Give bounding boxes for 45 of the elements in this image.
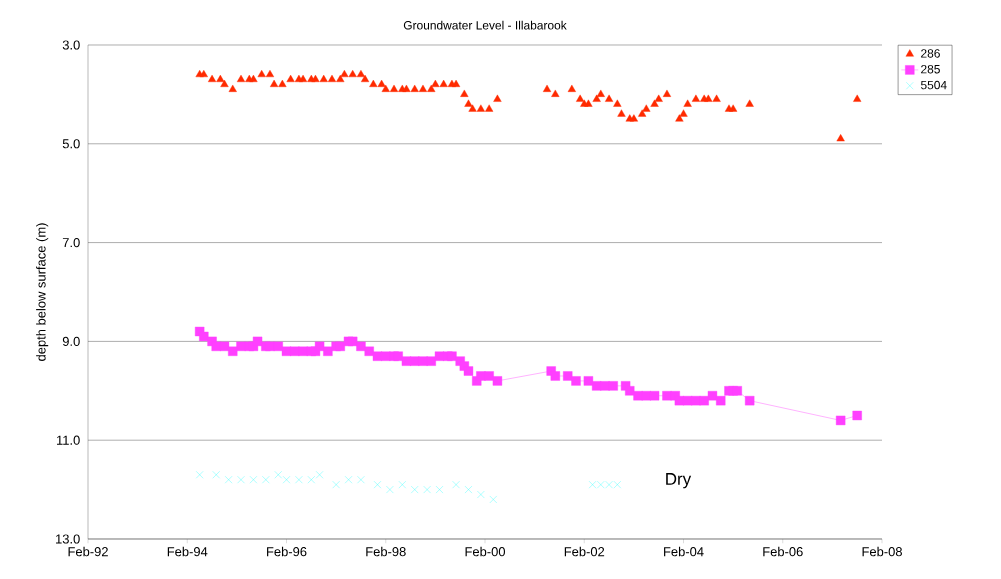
point <box>332 480 340 489</box>
annotation: Dry <box>666 473 692 489</box>
y-tick-label: 11.0 <box>56 435 80 445</box>
y-tick-label: 5.0 <box>62 139 80 149</box>
x-tick-label: Feb-04 <box>664 546 704 557</box>
point <box>249 475 258 484</box>
point <box>435 485 444 494</box>
x-tick-label: Feb-92 <box>68 546 108 557</box>
point <box>237 475 245 484</box>
chart-title: Groundwater Level - Illabarook <box>403 20 567 30</box>
point <box>373 480 382 489</box>
y-tick-label: 13.0 <box>56 534 80 544</box>
point <box>357 475 365 484</box>
x-tick-label: Feb-06 <box>763 546 803 557</box>
point <box>410 485 419 494</box>
y-tick-label: 7.0 <box>62 238 80 248</box>
x-tick-label: Feb-00 <box>465 546 506 557</box>
point <box>262 475 270 484</box>
x-tick-label: Feb-02 <box>564 546 605 557</box>
point <box>477 490 485 499</box>
x-tick-label: Feb-08 <box>862 546 902 557</box>
legend-label: 5504 <box>920 80 947 90</box>
x-tick-label: Feb-94 <box>167 546 208 557</box>
point <box>307 475 316 484</box>
point <box>344 475 353 484</box>
point <box>282 475 291 484</box>
x-tick-label: Feb-98 <box>366 546 406 557</box>
x-tick-label: Feb-96 <box>267 546 307 557</box>
legend-label: 286 <box>921 49 940 58</box>
legend-label: 285 <box>921 65 940 74</box>
point <box>212 471 220 479</box>
y-axis-title: depth below surface (m) <box>36 223 49 361</box>
point <box>386 485 394 494</box>
point <box>195 471 204 479</box>
point <box>398 480 407 489</box>
point <box>423 485 431 494</box>
y-tick-label: 3.0 <box>62 40 80 50</box>
point <box>274 471 282 479</box>
point <box>464 485 473 494</box>
point <box>452 480 460 489</box>
point <box>315 471 324 479</box>
y-tick-label: 9.0 <box>62 336 80 346</box>
point <box>295 475 303 484</box>
point <box>224 475 233 484</box>
point <box>489 495 497 504</box>
